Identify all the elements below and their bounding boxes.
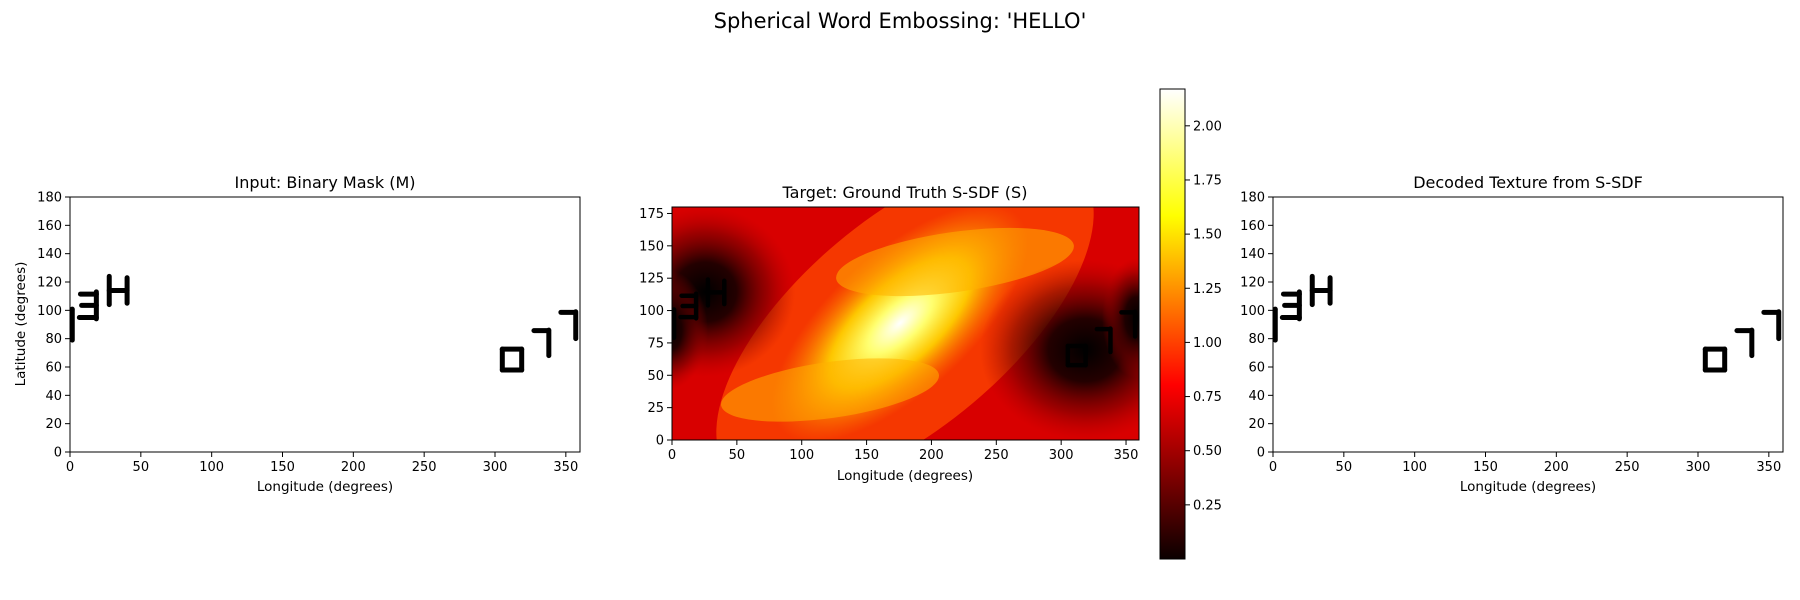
colorbar-tick-label: 2.00 [1193,119,1222,134]
mask-glyphs [70,273,579,373]
y-tick-label: 0 [54,446,62,461]
x-tick-label: 300 [483,460,508,475]
x-tick-label: 200 [919,448,944,463]
y-tick-label: 100 [37,304,62,319]
y-tick-label: 20 [45,417,62,432]
panel-title-mask: Input: Binary Mask (M) [235,173,416,192]
glyph-l [70,306,75,343]
glyph-h [106,273,130,308]
glyph-e [678,291,699,321]
plot-area-decoded [1273,197,1783,452]
x-tick-label: 250 [984,448,1009,463]
y-tick-label: 100 [1240,304,1265,319]
glyph-h [705,277,727,308]
x-tick-label: 250 [412,460,437,475]
x-tick-label: 300 [1049,448,1074,463]
glyph-l [531,327,552,359]
y-tick-label: 140 [37,247,62,262]
colorbar-tick-label: 1.50 [1193,228,1222,243]
y-tick-label: 60 [45,361,62,376]
panel-sdf: Target: Ground Truth S-SDF (S) 0 50 100 150… [639,88,1222,560]
y-tick-label: 160 [37,219,62,234]
x-tick-label: 0 [1269,460,1277,475]
panel-title-sdf: Target: Ground Truth S-SDF (S) [782,183,1028,202]
y-tick-label: 120 [37,276,62,291]
glyph-h [1309,273,1333,308]
x-axis-label-sdf: Longitude (degrees) [837,468,973,484]
y-tick-label: 150 [639,239,664,254]
x-tick-label: 100 [789,448,814,463]
glyph-l [1119,309,1138,339]
glyph-o [1065,343,1088,368]
glyph-e [1279,289,1302,322]
x-tick-label: 350 [553,460,578,475]
y-tick-label: 160 [1240,219,1265,234]
plot-area-mask [70,197,580,452]
x-tick-label: 0 [668,448,676,463]
glyph-l [1734,327,1755,359]
x-tick-label: 350 [1114,448,1139,463]
y-tick-label: 175 [639,207,664,222]
x-tick-label: 150 [1473,460,1498,475]
colorbar-tick-label: 1.00 [1193,336,1222,351]
y-tick-label: 120 [1240,276,1265,291]
y-axis-label-mask: Latitude (degrees) [13,262,29,387]
glyph-o [1702,346,1728,373]
panel-binary-mask: Input: Binary Mask (M) 0 50 100 150 200 250 30… [13,173,581,495]
glyph-e [76,289,99,322]
colorbar-tick-label: 1.25 [1193,282,1222,297]
sdf-letter-traces [672,277,1138,368]
y-tick-label: 75 [647,336,664,351]
figure-title: Spherical Word Embossing: 'HELLO' [714,9,1087,33]
y-tick-label: 125 [639,272,664,287]
x-axis-label-decoded: Longitude (degrees) [1460,479,1596,495]
x-tick-label: 250 [1615,460,1640,475]
panel-decoded-texture: Decoded Texture from S-SDF 0 50 100 150 200 2… [1240,173,1784,495]
glyph-l [1273,306,1278,343]
y-tick-label: 40 [45,389,62,404]
colorbar-gradient [1159,88,1186,560]
x-tick-label: 150 [854,448,879,463]
x-tick-label: 150 [270,460,295,475]
sdf-heatmap [672,207,1139,440]
y-tick-label: 60 [1248,361,1265,376]
x-axis-label-mask: Longitude (degrees) [257,479,393,495]
y-tick-label: 140 [1240,247,1265,262]
glyph-o [499,346,525,373]
y-tick-label: 0 [656,434,664,449]
y-tick-label: 100 [639,304,664,319]
x-tick-label: 300 [1686,460,1711,475]
x-tick-label: 0 [66,460,74,475]
y-tick-label: 80 [1248,332,1265,347]
colorbar-tick-label: 0.25 [1193,498,1222,513]
x-tick-label: 50 [1336,460,1353,475]
glyph-l [672,307,677,340]
x-tick-label: 100 [1402,460,1427,475]
x-tick-label: 50 [729,448,746,463]
colorbar-tick-label: 0.75 [1193,390,1222,405]
colorbar-tick-label: 1.75 [1193,173,1222,188]
y-tick-label: 25 [647,401,664,416]
colorbar-tick-label: 0.50 [1193,444,1222,459]
glyph-l [558,309,579,342]
y-tick-label: 20 [1248,417,1265,432]
panel-title-decoded: Decoded Texture from S-SDF [1413,173,1643,192]
glyph-l [1761,309,1782,342]
decoded-glyphs [1273,273,1782,373]
x-tick-label: 350 [1756,460,1781,475]
y-tick-label: 180 [37,191,62,206]
y-tick-label: 40 [1248,389,1265,404]
y-tick-label: 180 [1240,191,1265,206]
y-tick-label: 50 [647,369,664,384]
x-tick-label: 200 [341,460,366,475]
y-tick-label: 0 [1257,446,1265,461]
y-tick-label: 80 [45,332,62,347]
glyph-l [1094,326,1113,355]
x-tick-label: 50 [133,460,150,475]
colorbar: 0.25 0.50 0.75 1.00 1.25 1.50 1.75 2.00 [1159,88,1222,560]
x-tick-label: 100 [199,460,224,475]
x-tick-label: 200 [1544,460,1569,475]
